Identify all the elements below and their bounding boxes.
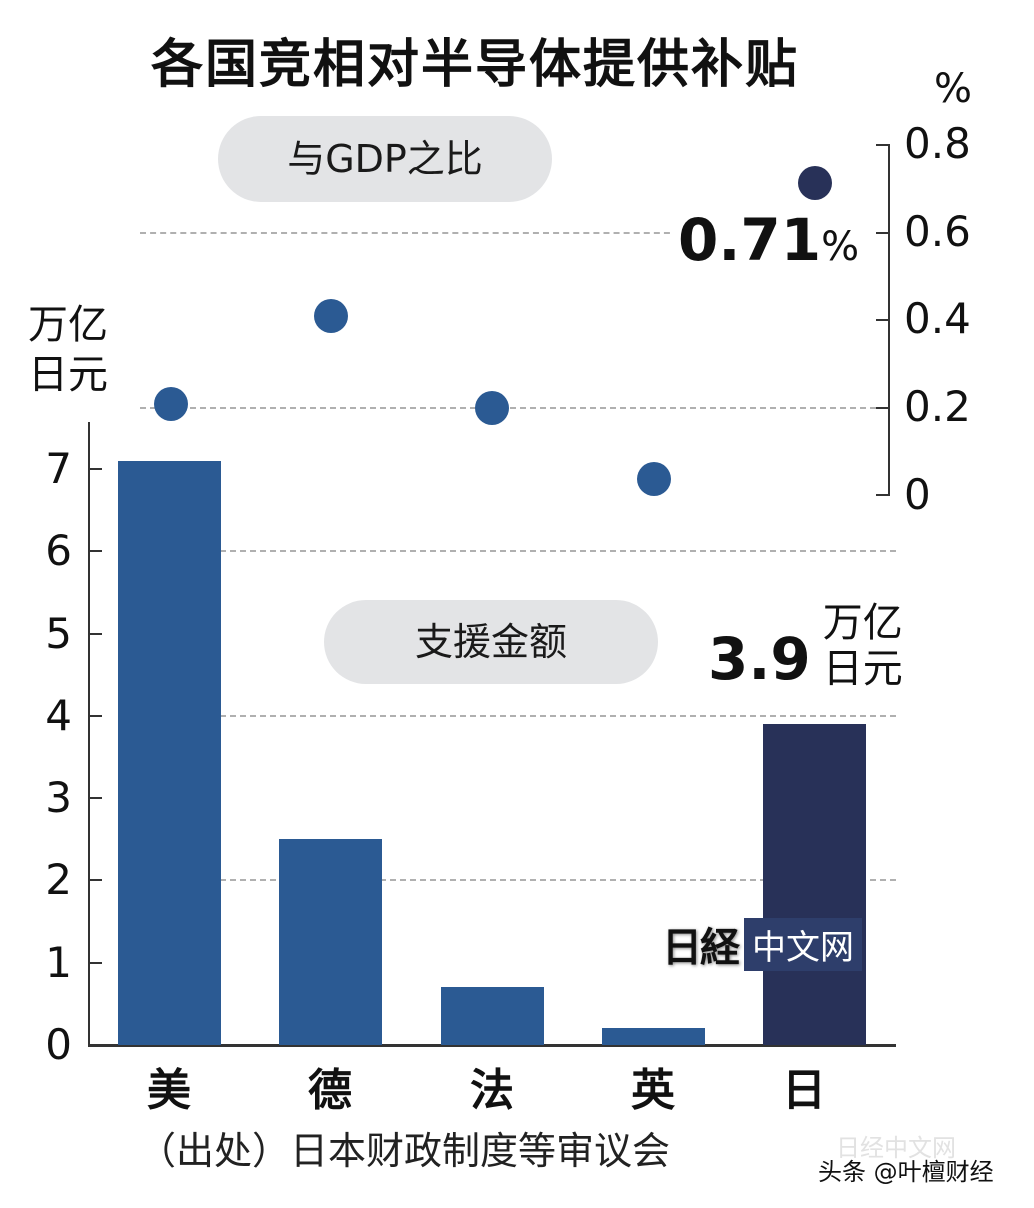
bar-uk <box>602 1028 705 1045</box>
faint-watermark: 日经中文网 <box>836 1134 956 1162</box>
gridline-0.6 <box>140 232 680 234</box>
left-tick-label: 4 <box>45 691 72 740</box>
right-tick-label: 0 <box>904 470 931 519</box>
x-label-uk: 英 <box>631 1065 675 1116</box>
right-tick-label: 0.6 <box>904 207 971 256</box>
left-tick-2 <box>88 879 102 881</box>
x-label-japan: 日 <box>782 1065 826 1116</box>
left-axis-unit-line1: 万亿 <box>28 302 108 348</box>
x-label-germany: 德 <box>308 1065 352 1116</box>
japan-gdp-value: 0.71 <box>678 206 822 274</box>
amount-label: 支援金额 <box>324 600 658 684</box>
dot-us <box>154 387 188 421</box>
left-axis-line <box>88 422 90 1046</box>
left-tick-7 <box>88 468 102 470</box>
left-tick-label: 3 <box>45 773 72 822</box>
left-tick-label: 6 <box>45 526 72 575</box>
left-axis-unit-line2: 日元 <box>28 352 108 398</box>
bar-us <box>118 461 221 1045</box>
right-tick-0.2 <box>876 407 890 409</box>
gridline-2 <box>220 879 896 881</box>
gridline-6 <box>220 550 896 552</box>
left-tick-label: 7 <box>45 444 72 493</box>
japan-amount-annotation: 3.9 万亿 日元 <box>708 600 903 692</box>
left-tick-label: 1 <box>45 938 72 987</box>
bar-germany <box>279 839 382 1045</box>
x-label-us: 美 <box>147 1065 191 1116</box>
left-tick-5 <box>88 633 102 635</box>
right-tick-0.8 <box>876 144 890 146</box>
gridline-4 <box>220 715 896 717</box>
right-tick-label: 0.2 <box>904 382 971 431</box>
right-tick-0.6 <box>876 232 890 234</box>
left-tick-6 <box>88 550 102 552</box>
right-axis-unit: % <box>934 66 973 112</box>
bar-japan <box>763 724 866 1045</box>
credit-text: 头条 @叶檀财经 <box>818 1158 994 1186</box>
japan-amount-value: 3.9 <box>708 625 811 693</box>
chart-title: 各国竞相对半导体提供补贴 <box>150 35 799 95</box>
gdp-ratio-label: 与GDP之比 <box>218 116 552 202</box>
x-label-france: 法 <box>470 1065 514 1116</box>
dot-uk <box>637 462 671 496</box>
left-axis-unit: 万亿 日元 <box>28 300 108 400</box>
nikkei-logo: 日経 中文网 <box>662 917 862 971</box>
japan-amount-unit-line1: 万亿 <box>822 600 903 646</box>
japan-amount-unit: 万亿 日元 <box>823 600 903 692</box>
source-note: （出处）日本财政制度等审议会 <box>138 1129 671 1173</box>
left-tick-label: 2 <box>45 855 72 904</box>
left-tick-label: 5 <box>45 609 72 658</box>
left-tick-1 <box>88 962 102 964</box>
right-tick-label: 0.4 <box>904 294 971 343</box>
x-axis-line <box>88 1044 896 1047</box>
japan-gdp-annotation: 0.71% <box>674 206 864 274</box>
japan-gdp-unit: % <box>821 224 860 270</box>
left-tick-4 <box>88 715 102 717</box>
nikkei-logo-text: 中文网 <box>744 917 862 971</box>
nikkei-logo-mark: 日経 <box>662 924 740 971</box>
right-tick-label: 0.8 <box>904 119 971 168</box>
left-tick-label: 0 <box>45 1020 72 1069</box>
right-tick-0.4 <box>876 319 890 321</box>
dot-germany <box>314 299 348 333</box>
dot-france <box>475 391 509 425</box>
right-tick-0 <box>876 494 890 496</box>
left-tick-3 <box>88 797 102 799</box>
dot-japan <box>798 166 832 200</box>
bar-france <box>441 987 544 1045</box>
japan-amount-unit-line2: 日元 <box>822 646 903 692</box>
